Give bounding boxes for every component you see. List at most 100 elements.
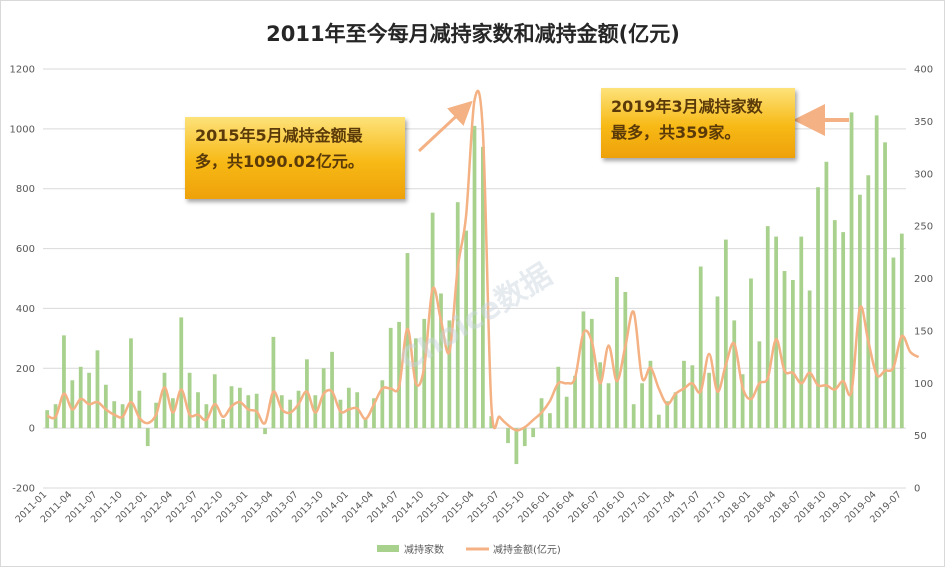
- left-tick-label: 1200: [10, 65, 35, 76]
- bar: [698, 266, 703, 429]
- callout-2015-arrow: [417, 100, 473, 153]
- bar: [162, 372, 167, 429]
- bar: [196, 392, 200, 429]
- left-tick-label: -200: [12, 484, 35, 495]
- right-tick-label: 350: [914, 117, 933, 128]
- bar: [774, 236, 779, 429]
- bar: [78, 366, 83, 429]
- bar: [405, 253, 410, 429]
- bar: [212, 374, 217, 429]
- line-series-group: [46, 89, 920, 432]
- bar: [238, 387, 242, 429]
- bar: [455, 202, 460, 429]
- bar: [355, 392, 360, 429]
- bar: [464, 230, 469, 429]
- right-tick-label: 0: [914, 484, 920, 495]
- left-tick-label: 200: [16, 364, 35, 375]
- bar: [849, 112, 854, 429]
- bar: [531, 428, 536, 438]
- callout-2019-line2: 最多，共359家。: [611, 123, 741, 142]
- bar: [799, 236, 804, 429]
- bar: [816, 187, 820, 429]
- callout-2019-max-count: 2019年3月减持家数 最多，共359家。: [601, 88, 795, 158]
- left-axis-ticks: -200 0 200 400 600 800 1000 1200: [10, 65, 35, 495]
- bar: [179, 317, 184, 429]
- bar: [615, 277, 619, 429]
- bar: [439, 293, 443, 429]
- bar: [87, 372, 91, 429]
- bar: [749, 278, 753, 429]
- bar: [204, 404, 209, 429]
- bar: [648, 360, 653, 429]
- bar: [891, 257, 896, 429]
- bar: [548, 413, 552, 429]
- legend-swatch-bar: [377, 545, 399, 552]
- right-tick-label: 300: [914, 169, 933, 180]
- left-tick-label: 600: [16, 244, 35, 255]
- bar: [807, 290, 812, 429]
- bar: [388, 327, 393, 429]
- bar: [832, 220, 837, 429]
- right-tick-label: 150: [914, 326, 933, 337]
- bar: [288, 399, 293, 429]
- bar: [640, 383, 644, 429]
- bar: [564, 396, 569, 429]
- bar: [556, 366, 561, 429]
- bar: [305, 359, 309, 429]
- bar: [70, 380, 75, 429]
- bar: [363, 419, 368, 429]
- left-tick-label: 800: [16, 184, 35, 195]
- bar: [623, 291, 628, 429]
- bar: [782, 271, 787, 429]
- bar: [506, 428, 510, 444]
- bar: [145, 428, 150, 447]
- callout-2015-line2: 多，共1090.02亿元。: [195, 152, 364, 171]
- right-tick-label: 100: [914, 379, 933, 390]
- bar: [338, 399, 343, 429]
- bar: [899, 233, 904, 429]
- right-axis-ticks: 0 50 100 150 200 250 300 350 400: [914, 65, 933, 495]
- bar: [489, 416, 494, 429]
- bar: [296, 390, 301, 429]
- bar: [263, 428, 267, 435]
- bar: [841, 232, 846, 429]
- bar: [715, 296, 720, 429]
- bar: [246, 395, 251, 429]
- callout-2019-line1: 2019年3月减持家数: [611, 97, 763, 116]
- bar: [372, 398, 376, 429]
- bar: [581, 311, 586, 429]
- bar: [137, 390, 142, 429]
- bar: [824, 161, 829, 429]
- bar: [631, 404, 636, 429]
- bar: [522, 428, 527, 447]
- bar: [480, 146, 485, 429]
- bar: [271, 336, 276, 429]
- bar: [665, 401, 670, 429]
- bar: [103, 384, 108, 429]
- right-tick-label: 50: [914, 431, 927, 442]
- right-tick-label: 250: [914, 222, 933, 233]
- bar: [690, 365, 695, 429]
- bar: [866, 175, 871, 429]
- left-tick-label: 400: [16, 304, 35, 315]
- bar: [95, 350, 100, 429]
- bar: [45, 410, 50, 429]
- legend: 减持家数 减持金额(亿元): [377, 543, 561, 556]
- line-series: [46, 89, 920, 432]
- bar: [430, 212, 435, 429]
- bar: [883, 142, 887, 429]
- left-tick-label: 0: [29, 424, 35, 435]
- right-tick-label: 200: [914, 274, 933, 285]
- bar: [589, 318, 594, 429]
- bar: [573, 375, 577, 429]
- bar: [598, 362, 603, 429]
- bar: [187, 372, 192, 429]
- bar: [397, 321, 401, 429]
- bar: [656, 414, 661, 429]
- x-axis-ticks: 2011-012011-042011-072011-102012-012012-…: [13, 489, 903, 525]
- bar: [221, 419, 226, 429]
- bar: [447, 320, 452, 429]
- bar: [707, 372, 711, 429]
- bar: [129, 338, 133, 429]
